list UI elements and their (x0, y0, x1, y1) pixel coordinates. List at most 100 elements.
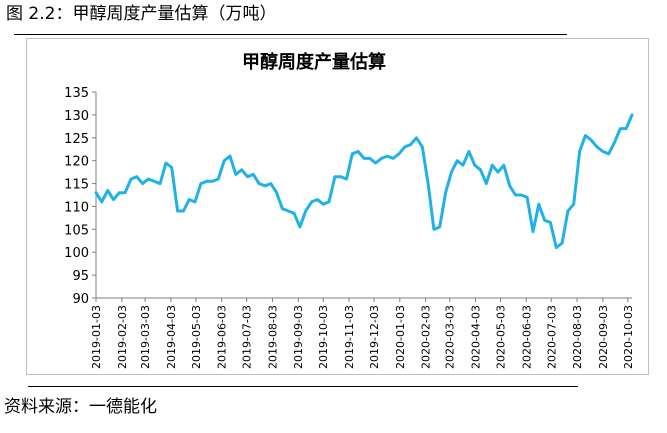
data-point (281, 207, 284, 210)
data-point (310, 201, 313, 203)
y-tick-label: 120 (64, 155, 89, 170)
figure-caption: 图 2.2：甲醇周度产量估算（万吨） (6, 4, 277, 24)
data-point (514, 194, 517, 196)
data-point (328, 201, 330, 203)
data-point (398, 153, 400, 155)
data-point (118, 191, 121, 194)
data-point (304, 210, 307, 212)
data-point (170, 166, 173, 169)
data-point (194, 201, 196, 203)
y-tick-label: 100 (64, 246, 89, 261)
x-tick-label: 2019-09-03 (292, 305, 305, 369)
x-tick-label: 2020-09-03 (597, 305, 610, 369)
data-point (334, 175, 336, 178)
data-point (438, 226, 441, 228)
x-tick-label: 2020-07-03 (545, 305, 558, 369)
series-line (94, 113, 634, 250)
data-point (380, 157, 383, 160)
data-point (287, 210, 290, 212)
y-tick-label: 90 (72, 292, 89, 307)
data-point (316, 198, 319, 201)
y-tick-label: 115 (64, 178, 89, 193)
data-point (264, 185, 266, 187)
data-point (596, 146, 598, 148)
data-point (153, 180, 156, 183)
data-point (293, 212, 295, 215)
x-tick-label: 2020-08-03 (571, 305, 584, 369)
data-point (508, 185, 511, 187)
data-point (363, 157, 365, 160)
x-axis: 2019-01-03 2019-02-03 2019-03-03 2019-04-03… (90, 297, 635, 369)
x-tick-label: 2019-10-03 (317, 305, 330, 369)
data-point (136, 175, 138, 178)
methanol-weekly-output-chart: 甲醇周度产量估算 90 95 100 105 110 115 120 125 130 135 20… (64, 51, 635, 369)
data-point (386, 155, 389, 157)
x-tick-label: 2020-02-03 (420, 305, 433, 369)
data-point (369, 157, 371, 160)
data-point (567, 210, 569, 212)
source-note: 资料来源：一德能化 (4, 397, 157, 417)
data-point (578, 150, 581, 153)
data-point (95, 191, 97, 194)
caption-underline (14, 34, 567, 35)
x-tick-label: 2019-08-03 (266, 305, 279, 369)
data-point (112, 198, 115, 201)
data-point (246, 175, 249, 178)
data-point (141, 182, 144, 185)
data-point (357, 150, 360, 153)
data-point (188, 198, 190, 201)
x-tick-label: 2020-01-03 (394, 305, 407, 369)
data-point (235, 173, 237, 176)
data-point (299, 226, 301, 228)
data-point (491, 164, 494, 166)
data-point (252, 173, 255, 176)
data-point (240, 169, 243, 171)
chart-title: 甲醇周度产量估算 (242, 51, 386, 73)
data-point (124, 191, 126, 194)
data-point (456, 159, 459, 162)
y-axis: 90 95 100 105 110 115 120 125 130 135 (64, 86, 97, 307)
y-tick-label: 95 (72, 269, 89, 284)
data-point (165, 162, 167, 164)
data-point (479, 169, 482, 171)
data-point (409, 143, 412, 146)
data-point (468, 150, 470, 153)
x-tick-label: 2019-02-03 (116, 305, 129, 369)
x-tick-label: 2019-01-03 (90, 305, 103, 369)
x-tick-label: 2019-07-03 (241, 305, 254, 369)
y-tick-label: 135 (64, 86, 89, 101)
data-point (538, 203, 540, 205)
data-point (374, 162, 377, 164)
x-tick-label: 2020-10-03 (622, 305, 635, 369)
data-point (619, 127, 622, 130)
data-point (549, 221, 552, 224)
data-point (572, 203, 575, 205)
data-point (613, 141, 616, 144)
data-point (211, 180, 214, 183)
x-tick-label: 2020-05-03 (494, 305, 507, 369)
data-point (532, 230, 534, 233)
data-point (607, 153, 610, 155)
data-point (345, 178, 348, 180)
data-point (270, 182, 272, 185)
data-point (101, 201, 103, 203)
x-tick-label: 2020-06-03 (520, 305, 533, 369)
x-tick-label: 2020-03-03 (444, 305, 457, 369)
data-point (421, 146, 424, 148)
data-point (473, 164, 476, 166)
data-point (427, 182, 429, 185)
data-point (258, 182, 260, 185)
data-point (520, 194, 523, 196)
data-point (200, 182, 202, 185)
data-point (392, 157, 394, 160)
data-point (555, 246, 558, 249)
data-point (497, 171, 499, 173)
data-point (561, 242, 563, 244)
data-point (462, 164, 464, 166)
data-point (584, 134, 587, 137)
data-point (433, 228, 435, 231)
data-point (526, 196, 528, 199)
data-point (339, 175, 342, 178)
chart-frame: 甲醇周度产量估算 90 95 100 105 110 115 120 125 130 135 20… (26, 38, 649, 375)
data-point (322, 203, 325, 205)
